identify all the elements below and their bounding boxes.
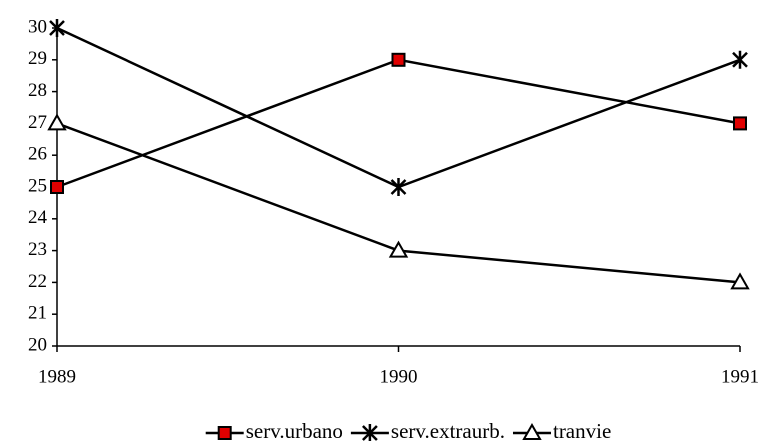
x-tick-label: 1991 <box>721 366 759 387</box>
y-tick-label: 23 <box>28 239 47 260</box>
y-tick-label: 25 <box>28 175 47 196</box>
y-tick-label: 26 <box>28 144 47 165</box>
marker-shape <box>362 424 378 441</box>
y-tick-label: 21 <box>28 303 47 324</box>
marker-shape <box>388 240 409 258</box>
legend-label: serv.urbano <box>246 419 343 441</box>
legend: serv.urbano serv.extraurb. tranvie <box>205 419 611 441</box>
marker <box>47 113 67 131</box>
marker <box>388 240 409 258</box>
marker <box>732 50 748 69</box>
y-tick-label: 29 <box>28 48 47 69</box>
y-tick-label: 24 <box>28 207 48 228</box>
marker-shape <box>50 180 64 194</box>
legend-label: tranvie <box>553 419 611 441</box>
marker-shape <box>217 426 232 440</box>
series-line <box>56 122 741 284</box>
marker-shape <box>49 19 65 37</box>
marker <box>391 52 406 67</box>
marker-shape <box>390 178 407 196</box>
marker-shape <box>522 422 542 440</box>
marker <box>522 422 542 440</box>
marker-shape <box>732 50 748 69</box>
marker <box>733 116 747 131</box>
y-tick-label: 28 <box>28 80 47 101</box>
x-tick-label: 1990 <box>380 366 418 387</box>
marker <box>390 178 407 196</box>
marker <box>730 272 750 290</box>
series-line <box>56 58 741 189</box>
marker <box>217 426 232 440</box>
y-tick-label: 22 <box>28 271 47 292</box>
marker-shape <box>391 52 406 67</box>
y-tick-label: 30 <box>28 16 47 37</box>
marker <box>362 424 378 441</box>
legend-label: serv.extraurb. <box>391 419 505 441</box>
marker-shape <box>47 113 67 131</box>
marker-shape <box>733 116 747 131</box>
y-tick-label: 27 <box>28 112 47 133</box>
y-tick-label: 20 <box>28 334 47 355</box>
series-line <box>56 26 741 189</box>
marker <box>49 19 65 37</box>
marker <box>50 180 64 194</box>
x-tick-label: 1989 <box>38 366 76 387</box>
marker-shape <box>730 272 750 290</box>
